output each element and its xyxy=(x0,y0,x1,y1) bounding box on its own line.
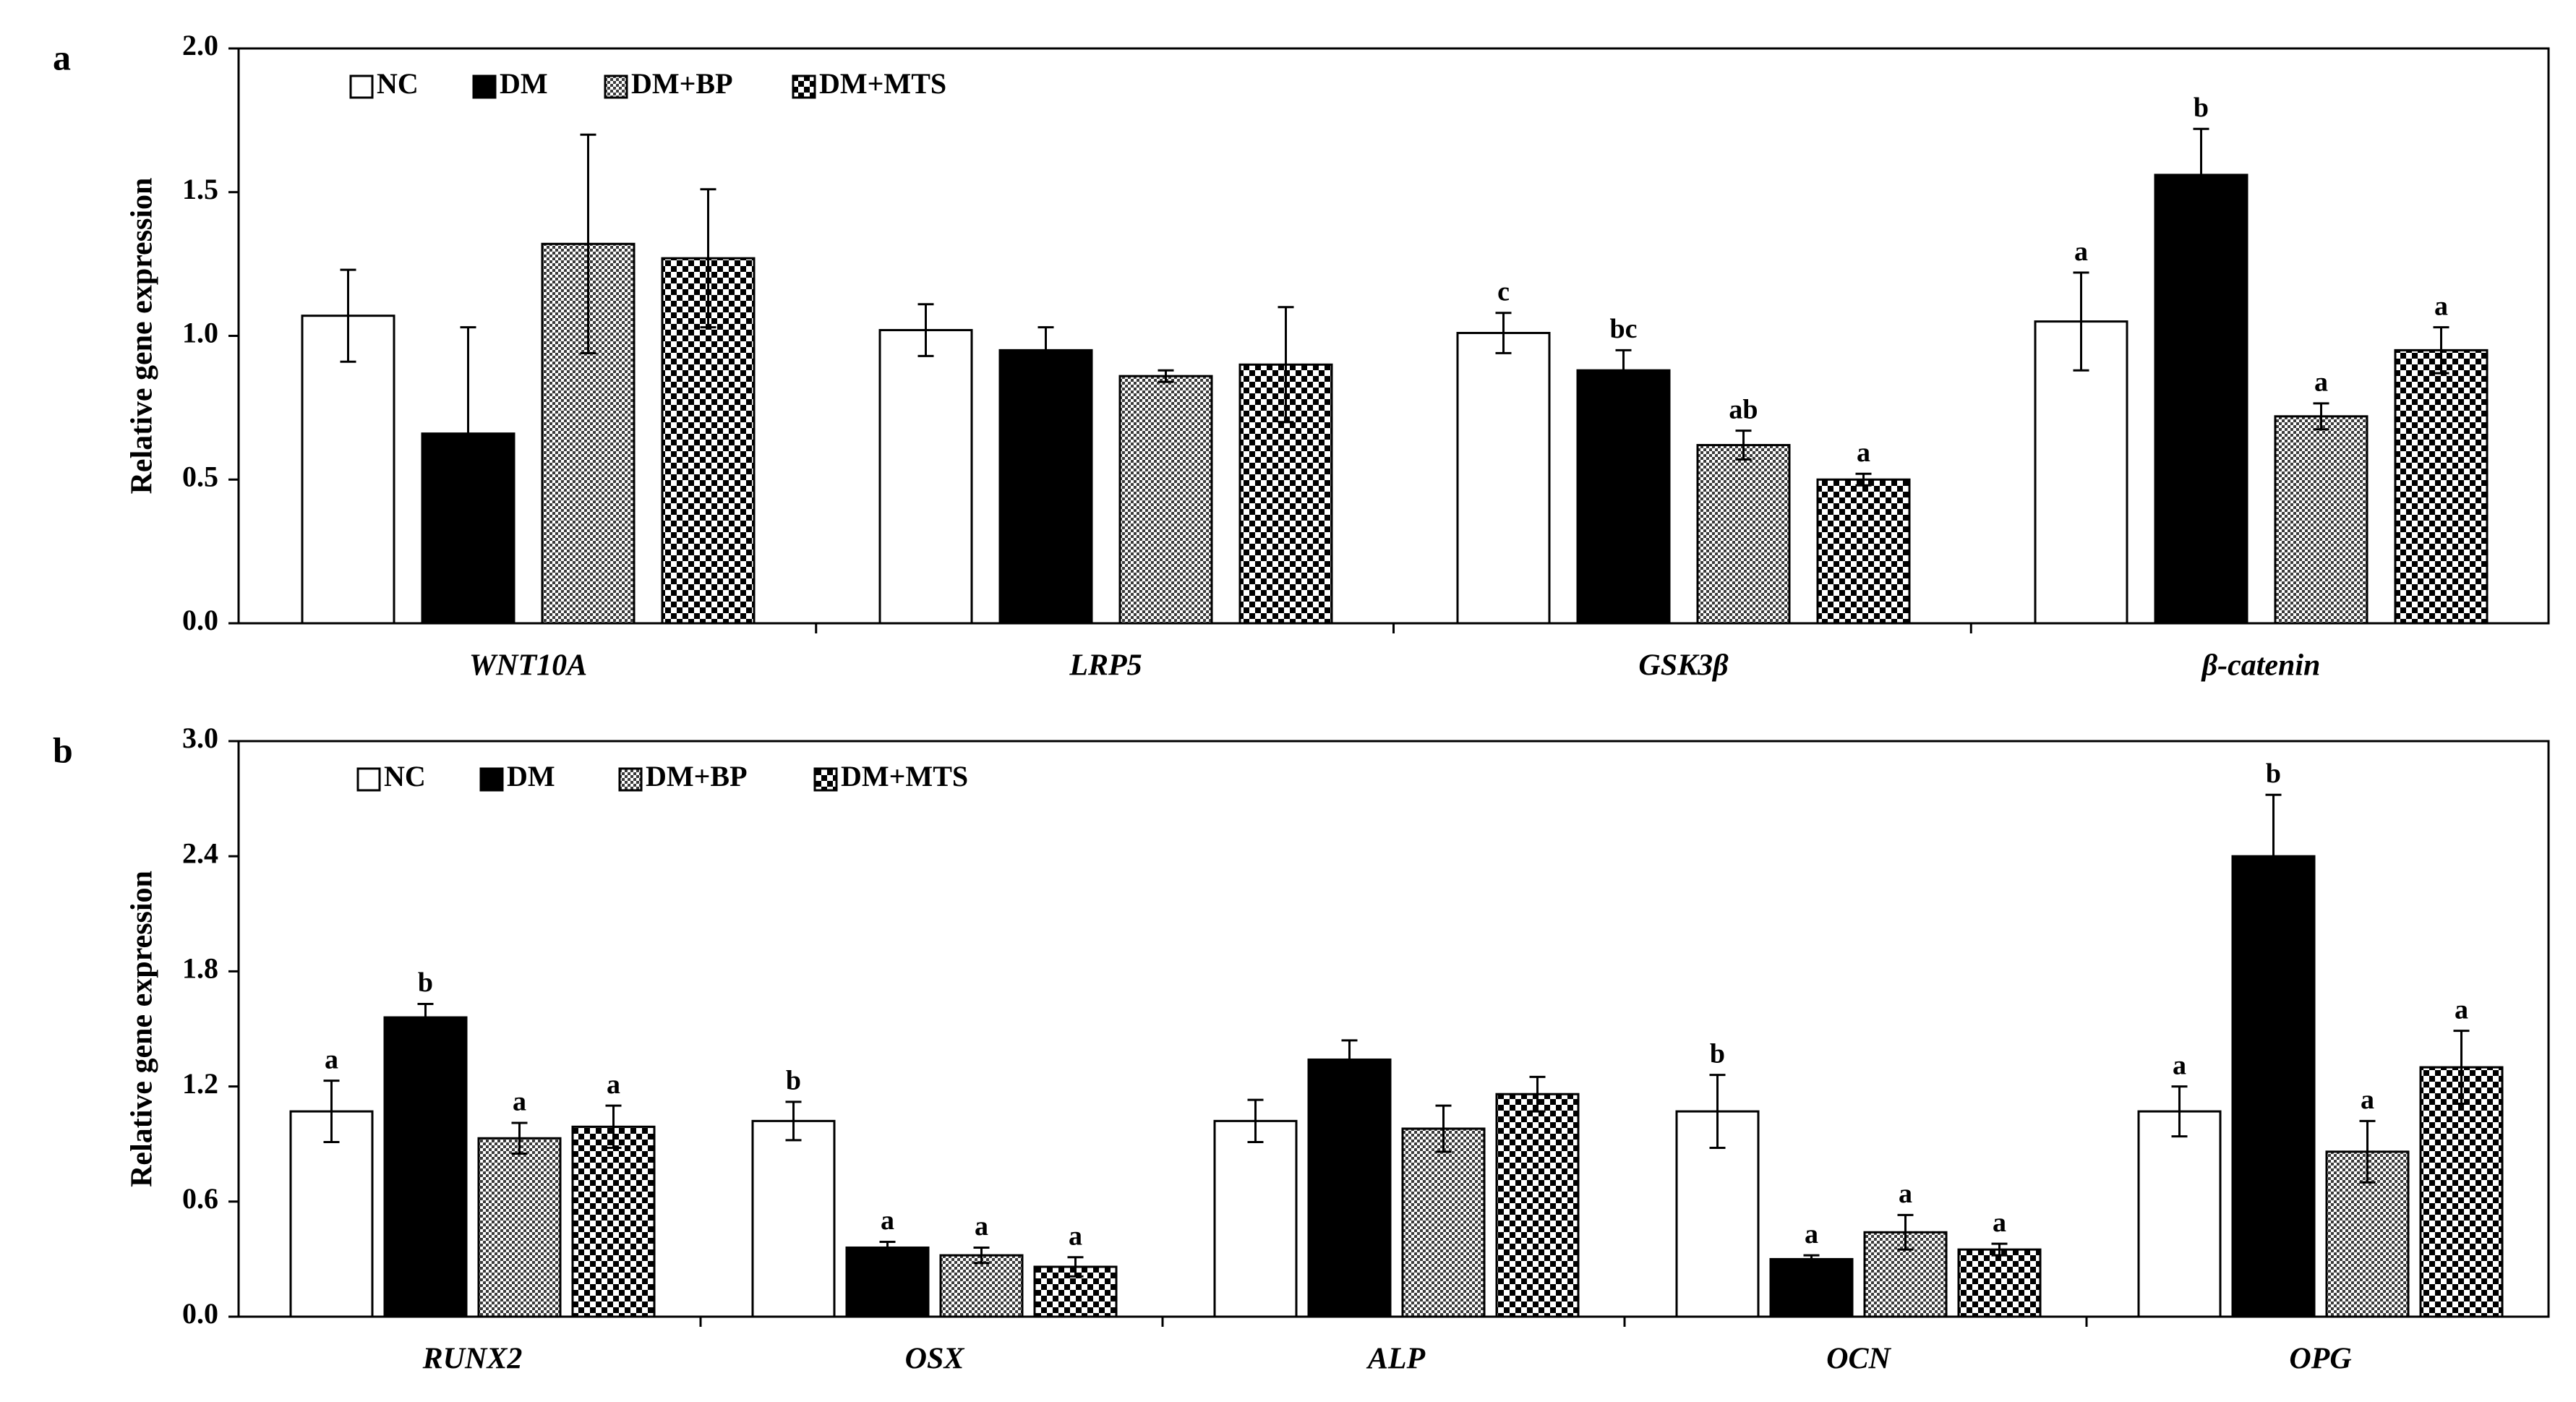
bar-nc-ALP xyxy=(1213,1119,1298,1318)
y-tick-label: 1.5 xyxy=(182,173,218,205)
legend-label: DM+BP xyxy=(631,67,733,100)
bar-nc-β-catenin xyxy=(2034,320,2128,625)
bar-nc-RUNX2 xyxy=(289,1110,374,1318)
significance-label: ab xyxy=(1729,394,1758,424)
significance-label: b xyxy=(1710,1038,1725,1069)
bar-dm-bp-RUNX2 xyxy=(477,1137,562,1318)
y-tick-label: 1.8 xyxy=(182,952,218,985)
significance-label: a xyxy=(1805,1219,1818,1249)
bar-dm-bp-ALP xyxy=(1401,1127,1486,1318)
significance-label: c xyxy=(1497,276,1510,307)
bar-dm-mts-ALP xyxy=(1495,1093,1580,1318)
legend-label: DM xyxy=(500,67,548,100)
y-tick-label: 1.2 xyxy=(182,1067,218,1100)
significance-label: a xyxy=(513,1087,526,1117)
y-axis-label: Relative gene expression xyxy=(126,871,159,1187)
y-tick-label: 0.0 xyxy=(182,604,218,636)
legend-swatch xyxy=(792,74,816,99)
y-tick-label: 0.0 xyxy=(182,1297,218,1330)
significance-label: a xyxy=(2173,1050,2186,1080)
bar-nc-OSX xyxy=(751,1119,836,1318)
y-tick-label: 3.0 xyxy=(182,722,218,754)
bar-dm-GSK3β xyxy=(1576,369,1671,625)
panel-a: a 0.0 0.5 1.0 1.5 2.0 Relative gene expression… xyxy=(53,29,2550,683)
significance-label: a xyxy=(1857,437,1870,468)
legend-label: NC xyxy=(377,67,419,100)
legend-swatch xyxy=(479,767,504,792)
x-tick-label: OSX xyxy=(905,1343,965,1376)
y-tick-label: 1.0 xyxy=(182,317,218,349)
significance-label: a xyxy=(881,1205,894,1236)
legend-swatch xyxy=(813,767,838,792)
x-tick-label: β-catenin xyxy=(2201,649,2321,683)
significance-label: a xyxy=(1993,1207,2006,1238)
significance-label: a xyxy=(1069,1221,1082,1251)
bar-nc-OPG xyxy=(2137,1110,2222,1318)
x-tick-label: OCN xyxy=(1826,1343,1891,1376)
significance-label: b xyxy=(786,1066,801,1096)
y-tick-label: 0.5 xyxy=(182,460,218,492)
significance-label: bc xyxy=(1610,314,1638,344)
bar-dm-mts-OCN xyxy=(1957,1248,2042,1318)
panel-b: b 0.0 0.6 1.2 1.8 2.4 3.0 Relative gene express… xyxy=(53,722,2550,1376)
significance-label: a xyxy=(2074,236,2088,267)
bar-dm-mts-RUNX2 xyxy=(571,1125,656,1318)
y-tick-label: 0.6 xyxy=(182,1182,218,1215)
y-tick-label: 2.0 xyxy=(182,29,218,61)
y-tick-label: 2.4 xyxy=(182,837,218,869)
legend-swatch xyxy=(472,74,497,99)
bar-dm-RUNX2 xyxy=(383,1016,468,1318)
legend-swatch xyxy=(349,74,374,99)
significance-label: a xyxy=(607,1069,620,1100)
bar-dm-bp-β-catenin xyxy=(2274,415,2369,625)
bar-dm-LRP5 xyxy=(998,349,1093,625)
y-axis-label: Relative gene expression xyxy=(126,178,159,495)
significance-label: a xyxy=(2361,1085,2374,1115)
bar-nc-WNT10A xyxy=(301,315,395,625)
bar-dm-bp-GSK3β xyxy=(1696,444,1791,625)
bar-nc-GSK3β xyxy=(1456,332,1551,625)
x-tick-label: ALP xyxy=(1366,1343,1426,1376)
bar-dm-bp-LRP5 xyxy=(1118,375,1213,625)
bar-dm-mts-OPG xyxy=(2419,1066,2504,1318)
legend-label: DM xyxy=(507,760,555,792)
plot-frame xyxy=(237,740,2550,1318)
significance-label: b xyxy=(418,967,433,998)
bar-dm-OCN xyxy=(1769,1257,1854,1318)
significance-label: a xyxy=(2314,367,2328,398)
bar-dm-β-catenin xyxy=(2154,174,2248,625)
legend-label: DM+BP xyxy=(646,760,748,792)
bar-dm-OPG xyxy=(2231,855,2316,1318)
x-tick-label: GSK3β xyxy=(1638,649,1729,683)
panel-letter: a xyxy=(53,37,71,77)
bar-dm-bp-OSX xyxy=(939,1254,1024,1318)
bar-dm-ALP xyxy=(1307,1058,1392,1318)
x-tick-label: WNT10A xyxy=(469,649,587,683)
significance-label: b xyxy=(2266,758,2281,789)
x-tick-label: RUNX2 xyxy=(422,1343,523,1376)
panel-letter: b xyxy=(53,730,73,770)
legend-swatch xyxy=(618,767,643,792)
significance-label: a xyxy=(2434,291,2448,321)
legend-label: DM+MTS xyxy=(841,760,968,792)
bar-nc-LRP5 xyxy=(878,329,973,625)
x-tick-label: LRP5 xyxy=(1069,649,1142,683)
legend-swatch xyxy=(604,74,628,99)
bar-dm-mts-β-catenin xyxy=(2394,349,2489,625)
significance-label: a xyxy=(975,1211,988,1241)
x-tick-label: OPG xyxy=(2289,1343,2351,1376)
significance-label: a xyxy=(1899,1179,1912,1209)
significance-label: a xyxy=(2455,994,2468,1025)
significance-label: a xyxy=(325,1044,338,1074)
legend-label: NC xyxy=(384,760,426,792)
significance-label: b xyxy=(2194,93,2209,123)
bar-dm-OSX xyxy=(845,1246,930,1318)
legend-swatch xyxy=(356,767,381,792)
legend-label: DM+MTS xyxy=(819,67,946,100)
bar-dm-mts-GSK3β xyxy=(1816,478,1911,625)
